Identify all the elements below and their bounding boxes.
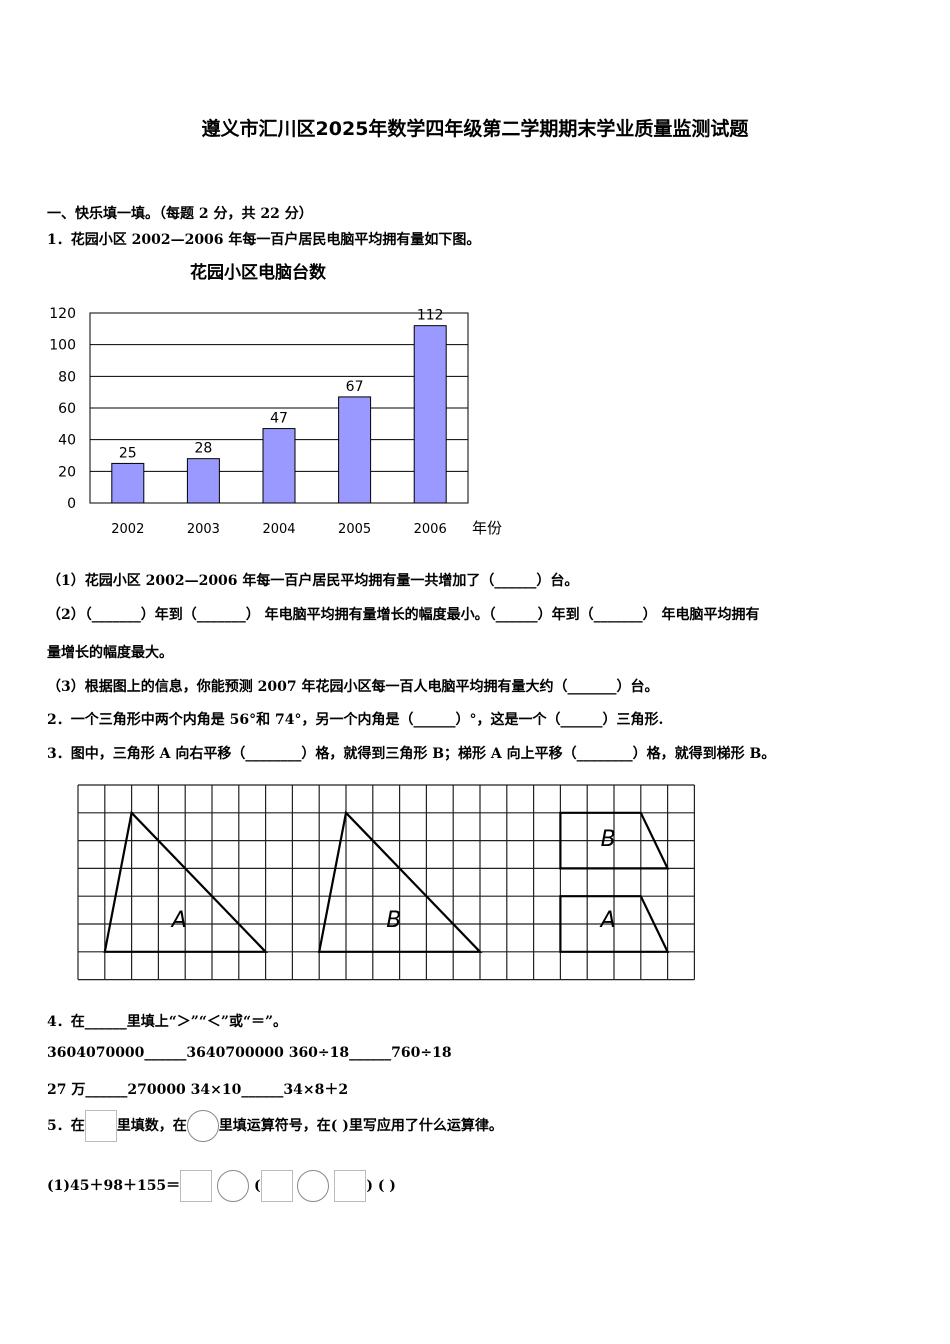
chart-title: 花园小区电脑台数 [190,262,327,283]
operator-circle[interactable] [217,1170,250,1202]
y-tick-label: 60 [58,401,76,417]
data-label: 67 [346,379,364,395]
section-heading: 一、快乐填一填。（每题 2 分，共 22 分） [47,206,313,222]
question-4-line-2: 27 万______270000 34×10______34×8＋2 [47,1082,349,1098]
x-tick-label: 2006 [414,522,447,537]
operator-circle[interactable] [297,1170,330,1202]
question-5-1: (1)45＋98＋155＝ ( ) ( ) [47,1170,396,1202]
shape-label: B [386,908,401,933]
x-tick-label: 2004 [262,522,295,537]
question-2: 2．一个三角形中两个内角是 56°和 74°，另一个内角是（______）°，这… [47,712,664,728]
bar [186,458,220,504]
y-tick-label: 100 [49,338,76,354]
y-tick-label: 20 [58,464,76,480]
question-1-2-cont: 量增长的幅度最大。 [47,645,173,661]
answer-box[interactable] [260,1170,293,1202]
data-label: 25 [119,445,137,461]
q5-text-1: 5．在 [47,1118,85,1134]
bar [111,462,145,504]
y-tick-label: 120 [49,306,76,322]
trapezoid-a [559,895,670,953]
trapezoid-b [559,811,670,870]
question-1-3: （3）根据图上的信息，你能预测 2007 年花园小区每一百人电脑平均拥有量大约（… [47,679,659,695]
triangle-b [317,810,483,953]
triangle-a [103,810,269,953]
close-paren: ) [366,1178,373,1194]
answer-box[interactable] [334,1170,367,1202]
q5-1-expression: (1)45＋98＋155＝ [47,1178,181,1194]
question-4: 4．在______里填上“＞”“＜”或“＝”。 [47,1014,288,1030]
page-title: 遵义市汇川区2025年数学四年级第二学期期末学业质量监测试题 [201,118,749,140]
bar [262,428,296,504]
data-label: 112 [417,308,444,324]
y-tick-label: 40 [58,433,76,449]
y-tick-label: 0 [67,496,76,512]
data-label: 28 [194,441,212,457]
x-tick-label: 2002 [111,522,144,537]
x-axis-label: 年份 [472,519,502,537]
q5-text-3: 里填运算符号，在( )里写应用了什么运算律。 [218,1118,503,1134]
bar [338,396,372,504]
x-tick-label: 2005 [338,522,371,537]
bar-chart: 花园小区电脑台数 0 20 40 60 80 100 120 25 2002 28 2003 47 200… [49,262,502,537]
question-3: 3．图中，三角形 A 向右平移（________）格，就得到三角形 B；梯形 A… [47,746,776,762]
open-paren: ( [253,1178,261,1194]
square-box-icon [84,1110,117,1142]
circle-icon [186,1110,219,1142]
bar [413,325,447,504]
x-tick-label: 2003 [187,522,220,537]
question-1: 1．花园小区 2002—2006 年每一百户居民电脑平均拥有量如下图。 [47,232,481,248]
question-5: 5．在 里填数，在 里填运算符号，在( )里写应用了什么运算律。 [47,1110,503,1142]
question-1-2: （2）（_______）年到（_______） 年电脑平均拥有量增长的幅度最小。… [47,607,760,623]
shape-label: A [599,908,616,933]
answer-box[interactable] [180,1170,213,1202]
law-blank[interactable]: ( ) [377,1178,396,1194]
translation-grid-figure: A B B A [77,784,696,981]
shape-label: A [170,908,187,933]
y-tick-label: 80 [58,369,76,385]
q5-text-2: 里填数，在 [116,1118,187,1134]
shape-label: B [601,827,616,852]
question-1-1: （1）花园小区 2002—2006 年每一百户居民平均拥有量一共增加了（____… [47,573,579,589]
data-label: 47 [270,411,288,427]
question-4-line-1: 3604070000______3640700000 360÷18______7… [47,1045,452,1061]
